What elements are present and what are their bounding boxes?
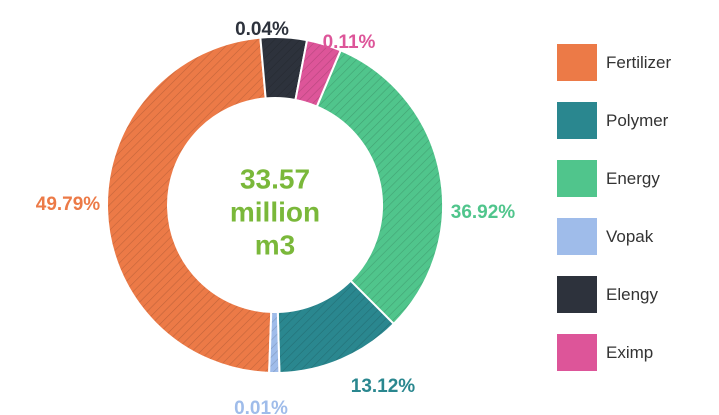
label-eximp: 0.11% [323,32,376,53]
legend-label: Eximp [606,342,654,362]
label-energy: 36.92% [451,202,516,223]
center-label-line-2: million [230,196,320,227]
legend-item-fertilizer[interactable]: Fertilizer [557,44,671,81]
slices-group [106,36,444,374]
legend-item-eximp[interactable]: Eximp [557,334,671,371]
legend-label: Energy [606,168,660,188]
legend-swatch [557,334,597,371]
slice-energy[interactable] [315,49,444,326]
legend: Fertilizer Polymer Energy Vopak Elengy Eximp [557,44,671,392]
label-fertilizer: 49.79% [36,194,101,215]
legend-swatch [557,102,597,139]
label-polymer: 13.12% [351,376,416,397]
legend-label: Polymer [606,110,669,130]
slice-vopak[interactable] [268,310,281,374]
legend-label: Vopak [606,226,654,246]
label-elengy: 0.04% [235,19,289,40]
legend-swatch [557,276,597,313]
legend-item-vopak[interactable]: Vopak [557,218,671,255]
label-vopak: 0.01% [234,398,288,415]
slice-eximp[interactable] [294,38,342,108]
legend-item-elengy[interactable]: Elengy [557,276,671,313]
center-label-line-3: m3 [255,229,295,260]
labels-group: 49.79% 13.12% 36.92% 0.01% 0.04% 0.11% [36,19,516,415]
legend-item-polymer[interactable]: Polymer [557,102,671,139]
legend-swatch [557,218,597,255]
legend-swatch [557,160,597,197]
legend-swatch [557,44,597,81]
center-label-line-1: 33.57 [240,163,310,194]
legend-label: Fertilizer [606,52,672,72]
slice-fertilizer[interactable] [106,36,273,374]
legend-label: Elengy [606,284,658,304]
legend-item-energy[interactable]: Energy [557,160,671,197]
